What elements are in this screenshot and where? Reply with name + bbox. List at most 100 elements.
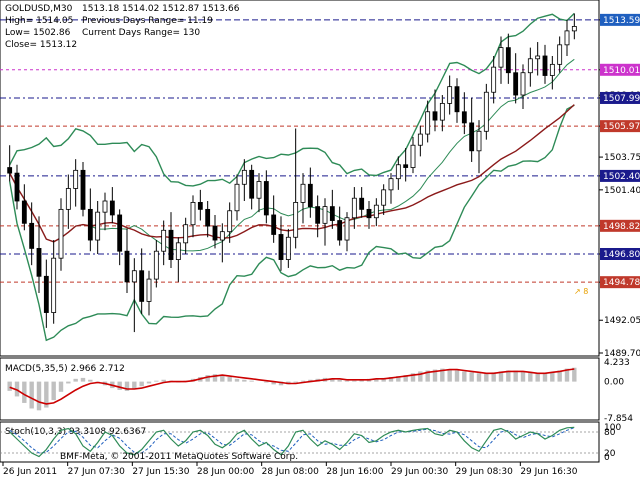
price-tick-label: 1503.75	[604, 153, 640, 163]
candle-body	[263, 181, 269, 216]
price-label-text: 1496.80	[603, 250, 640, 260]
macd-panel: MACD(5,35,5) 2.966 2.712 4.233 0.00 -7.854	[0, 357, 633, 424]
time-tick-label: 29 Jun 00:30	[391, 467, 448, 477]
candle-body	[542, 55, 548, 76]
candle-body	[256, 181, 262, 199]
candle-body	[373, 204, 379, 219]
candle-body	[102, 200, 108, 213]
time-tick-label: 27 Jun 07:30	[68, 467, 125, 477]
price-label-text: 1502.40	[603, 172, 640, 182]
candle-body	[351, 197, 357, 219]
overlay-lines	[9, 12, 575, 342]
candle-body	[461, 111, 467, 124]
candle-body	[527, 58, 533, 74]
time-tick-label: 28 Jun 16:00	[326, 467, 383, 477]
candle-body	[14, 172, 20, 202]
candle-body	[175, 242, 181, 260]
stoch-signal-line	[9, 427, 575, 454]
candle-body	[161, 229, 167, 252]
macd-axis: 4.233 0.00 -7.854	[604, 358, 633, 424]
price-label-box	[600, 13, 640, 26]
high-label: High= 1514.05	[5, 16, 73, 26]
price-panel: 1513.591510.011508.191507.991505.971503.…	[0, 0, 640, 359]
time-tick-label: 27 Jun 15:30	[132, 467, 189, 477]
price-label-box	[600, 120, 640, 133]
curr-range-label: Current Days Range= 130	[82, 28, 200, 38]
candle-body	[293, 202, 299, 238]
copyright-label: BMF-Meta, © 2001-2011 MetaQuotes Softwar…	[60, 452, 298, 462]
candle-body	[241, 169, 247, 185]
candle-body	[469, 122, 475, 152]
stoch-main-line	[9, 426, 575, 458]
close-label: Close= 1513.12	[5, 40, 77, 50]
time-axis: 26 Jun 2011 27 Jun 07:30 27 Jun 15:30 28 Ju…	[2, 462, 578, 477]
macd-plot	[7, 367, 577, 411]
candle-body	[219, 231, 225, 241]
macd-tick-label: -7.854	[604, 414, 633, 424]
candle-body	[117, 214, 123, 252]
candle-body	[7, 167, 13, 174]
candle-body	[491, 66, 497, 93]
candle-body	[403, 164, 409, 168]
candle-body	[271, 214, 277, 235]
candle-body	[483, 91, 489, 132]
macd-tick-label: 0.00	[604, 378, 624, 388]
candle-body	[322, 206, 328, 224]
price-label-text: 1498.82	[603, 222, 640, 232]
price-label-text: 1505.97	[603, 122, 640, 132]
chart-header: GOLDUSD,M30 1513.18 1514.02 1512.87 1513…	[5, 4, 240, 50]
ohlc-label: 1513.18 1514.02 1512.87 1513.66	[82, 4, 240, 14]
candle-body	[43, 275, 49, 313]
candle-body	[183, 224, 189, 244]
bollinger-upper-line	[9, 12, 575, 187]
annotation-small: ↗ 8	[574, 287, 588, 296]
candle-body	[124, 250, 130, 283]
candle-body	[249, 169, 255, 199]
stoch-tick-label: 0	[604, 453, 610, 463]
candles	[7, 13, 577, 333]
candle-body	[153, 250, 159, 280]
candle-body	[73, 169, 79, 189]
candle-body	[564, 30, 570, 46]
candle-body	[359, 197, 365, 210]
price-label-box	[600, 63, 640, 76]
candle-body	[146, 278, 152, 302]
candle-body	[51, 257, 57, 313]
candle-body	[571, 26, 577, 32]
candle-body	[139, 270, 145, 302]
candle-body	[36, 248, 42, 277]
candle-body	[447, 86, 453, 104]
candle-body	[505, 47, 511, 74]
candle-body	[381, 189, 387, 206]
candle-body	[300, 183, 306, 203]
price-label-text: 1494.78	[603, 278, 640, 288]
price-label-box	[600, 91, 640, 104]
candle-body	[131, 270, 137, 283]
candle-body	[285, 236, 291, 260]
candle-body	[454, 86, 460, 113]
candle-body	[439, 102, 445, 121]
candle-body	[58, 208, 64, 259]
time-tick-label: 26 Jun 2011	[3, 467, 57, 477]
candle-body	[337, 220, 343, 241]
macd-label: MACD(5,35,5) 2.966 2.712	[5, 364, 125, 374]
candle-body	[65, 188, 71, 210]
candle-body	[520, 72, 526, 96]
candle-body	[395, 164, 401, 180]
stoch-label: Stoch(10,3,3) 93.3108 92.6367	[5, 427, 146, 437]
candle-body	[388, 178, 394, 191]
price-label-text: 1513.59	[603, 16, 640, 26]
candle-body	[476, 130, 482, 152]
candle-body	[197, 202, 203, 210]
candle-body	[95, 211, 101, 241]
time-tick-label: 29 Jun 16:30	[520, 467, 577, 477]
macd-tick-label: 4.233	[604, 358, 630, 368]
candle-body	[21, 200, 27, 224]
stoch-tick-label: 80	[604, 428, 616, 438]
price-label-text: 1510.01	[603, 66, 640, 76]
time-tick-label: 28 Jun 00:00	[197, 467, 254, 477]
stoch-plot	[0, 426, 599, 458]
price-tick-label: 1489.70	[604, 349, 640, 359]
candle-body	[513, 72, 519, 96]
